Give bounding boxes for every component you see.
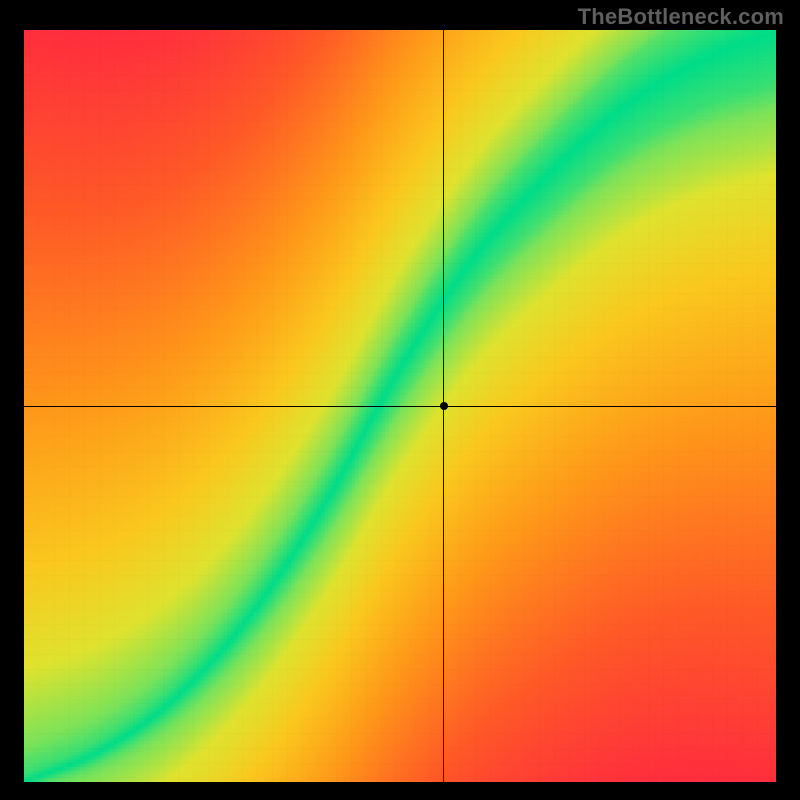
watermark-text: TheBottleneck.com xyxy=(578,4,784,30)
crosshair-dot xyxy=(440,402,448,410)
crosshair-hline xyxy=(24,406,776,407)
frame: TheBottleneck.com xyxy=(0,0,800,800)
